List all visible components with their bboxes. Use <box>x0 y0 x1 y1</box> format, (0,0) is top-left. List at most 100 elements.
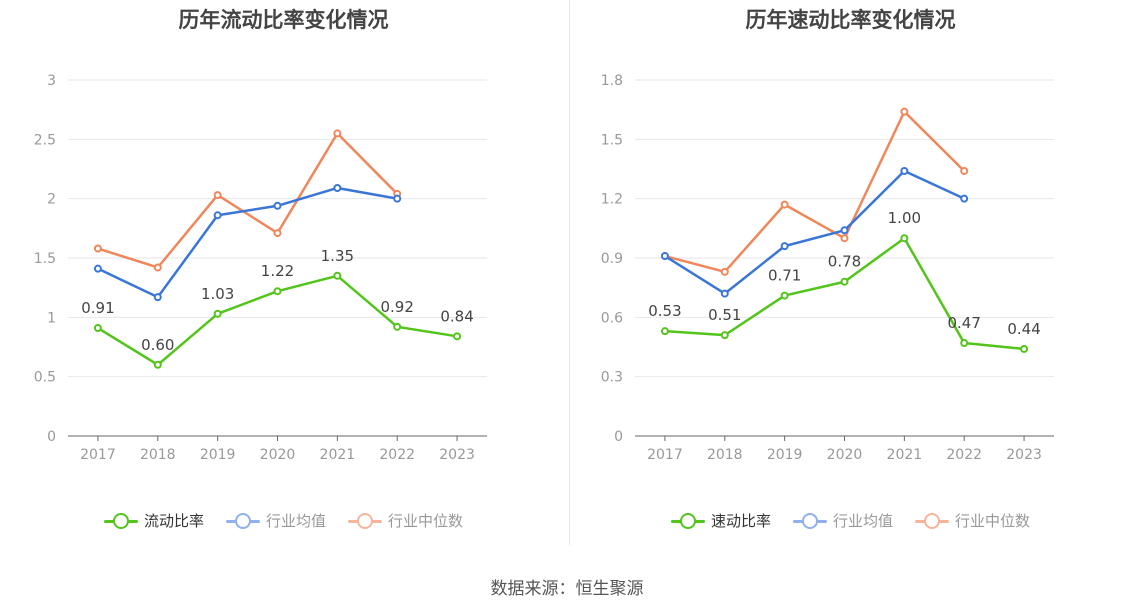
x-tick-label: 2021 <box>887 447 923 463</box>
legend-swatch-icon <box>348 511 382 531</box>
legend-label: 行业均值 <box>265 512 326 530</box>
x-tick-label: 2021 <box>320 447 356 463</box>
legend-swatch-icon <box>792 511 827 531</box>
data-point <box>720 289 729 298</box>
y-tick-label: 1.5 <box>601 132 623 148</box>
series-line <box>97 132 399 269</box>
current-ratio-plot: 0 0.5 1 1.5 2 2.5 3 2017 2018 2019 2020 2021 2022 202… <box>34 73 487 463</box>
legend-swatch-icon <box>670 511 705 531</box>
data-point <box>93 324 102 333</box>
y-tick-label: 0 <box>47 429 56 445</box>
series-line <box>97 186 398 299</box>
x-tick-label: 2017 <box>647 447 683 463</box>
data-point <box>840 226 849 235</box>
legend-item-industry-mean[interactable]: 行业均值 <box>225 510 326 531</box>
data-label: 0.84 <box>440 307 473 325</box>
data-point <box>393 194 402 203</box>
data-point <box>660 252 669 261</box>
data-point <box>840 234 849 243</box>
data-point <box>153 293 162 302</box>
quick-ratio-plot: 0 0.3 0.6 0.9 1.2 1.5 1.8 2017 2018 2019 2020 2021 2… <box>601 73 1054 463</box>
data-point <box>93 244 102 253</box>
data-label: 0.91 <box>81 299 114 317</box>
data-point <box>333 183 342 192</box>
data-point <box>453 332 462 341</box>
data-point <box>1020 344 1029 353</box>
y-tick-label: 0 <box>614 429 623 445</box>
x-tick-label: 2018 <box>707 447 743 463</box>
data-point <box>393 322 402 331</box>
data-label: 0.60 <box>141 336 174 354</box>
y-tick-label: 2.5 <box>34 132 56 148</box>
data-point <box>780 200 789 209</box>
data-label: 0.71 <box>768 267 801 285</box>
legend-swatch-icon <box>103 511 138 531</box>
data-label: 1.00 <box>888 209 921 227</box>
data-label: 1.22 <box>261 262 294 280</box>
data-point <box>900 234 909 243</box>
data-source-caption: 数据来源：恒生聚源 <box>490 579 644 599</box>
data-point <box>273 287 282 296</box>
chart-title: 历年流动比率变化情况 <box>178 8 389 32</box>
quick-ratio-chart: 历年速动比率变化情况 0 0.3 0.6 0.9 1.2 1.5 1.8 2017 2018 20… <box>567 0 1134 560</box>
current-ratio-chart: 历年流动比率变化情况 0 0.5 1 1.5 2 2.5 3 2017 2018 2019 2020… <box>0 0 567 560</box>
series-line <box>664 169 965 295</box>
legend: 流动比率 行业均值 行业中位数 <box>0 510 567 531</box>
legend-item-quick-ratio[interactable]: 速动比率 <box>670 510 771 531</box>
legend-label: 行业均值 <box>832 512 893 530</box>
legend-label: 行业中位数 <box>955 512 1031 530</box>
data-label: 0.51 <box>708 306 741 324</box>
data-point <box>93 264 102 273</box>
data-point <box>960 339 969 348</box>
y-tick-label: 0.9 <box>601 251 623 267</box>
data-point <box>153 360 162 369</box>
data-point <box>780 291 789 300</box>
data-point <box>273 201 282 210</box>
data-point <box>780 242 789 251</box>
data-label: 1.03 <box>201 285 234 303</box>
data-point <box>960 166 969 175</box>
panel-divider <box>569 0 570 545</box>
y-tick-label: 1.8 <box>601 73 623 89</box>
legend-swatch-icon <box>915 511 949 531</box>
series-line <box>664 110 966 274</box>
legend: 速动比率 行业均值 行业中位数 <box>567 510 1134 531</box>
legend-label: 行业中位数 <box>388 512 464 530</box>
data-point <box>840 277 849 286</box>
legend-swatch-icon <box>225 511 260 531</box>
data-point <box>213 211 222 220</box>
x-tick-label: 2022 <box>379 447 415 463</box>
y-tick-label: 1.5 <box>34 251 56 267</box>
data-point <box>333 129 342 138</box>
data-point <box>720 267 729 276</box>
data-point <box>213 309 222 318</box>
legend-item-industry-mean[interactable]: 行业均值 <box>792 510 893 531</box>
legend-item-industry-median[interactable]: 行业中位数 <box>915 510 1030 531</box>
x-tick-label: 2017 <box>80 447 116 463</box>
y-tick-label: 3 <box>47 73 56 89</box>
data-point <box>153 263 162 272</box>
data-label: 0.78 <box>828 253 861 271</box>
legend-item-industry-median[interactable]: 行业中位数 <box>348 510 463 531</box>
x-tick-label: 2020 <box>827 447 863 463</box>
x-tick-label: 2020 <box>260 447 296 463</box>
chart-title: 历年速动比率变化情况 <box>745 8 956 32</box>
data-point <box>720 331 729 340</box>
data-label: 0.53 <box>648 302 681 320</box>
data-label: 0.44 <box>1007 320 1040 338</box>
data-point <box>333 271 342 280</box>
y-tick-label: 0.6 <box>601 310 623 326</box>
data-label: 1.35 <box>321 247 354 265</box>
data-point <box>900 166 909 175</box>
data-point <box>213 191 222 200</box>
legend-item-current-ratio[interactable]: 流动比率 <box>103 510 204 531</box>
legend-label: 速动比率 <box>710 512 771 530</box>
x-tick-label: 2023 <box>1006 447 1042 463</box>
x-tick-label: 2019 <box>200 447 236 463</box>
data-point <box>273 229 282 238</box>
y-tick-label: 0.3 <box>601 370 623 386</box>
x-tick-label: 2018 <box>140 447 176 463</box>
data-point <box>960 194 969 203</box>
y-tick-label: 1.2 <box>601 192 623 208</box>
data-label: 0.47 <box>948 314 981 332</box>
